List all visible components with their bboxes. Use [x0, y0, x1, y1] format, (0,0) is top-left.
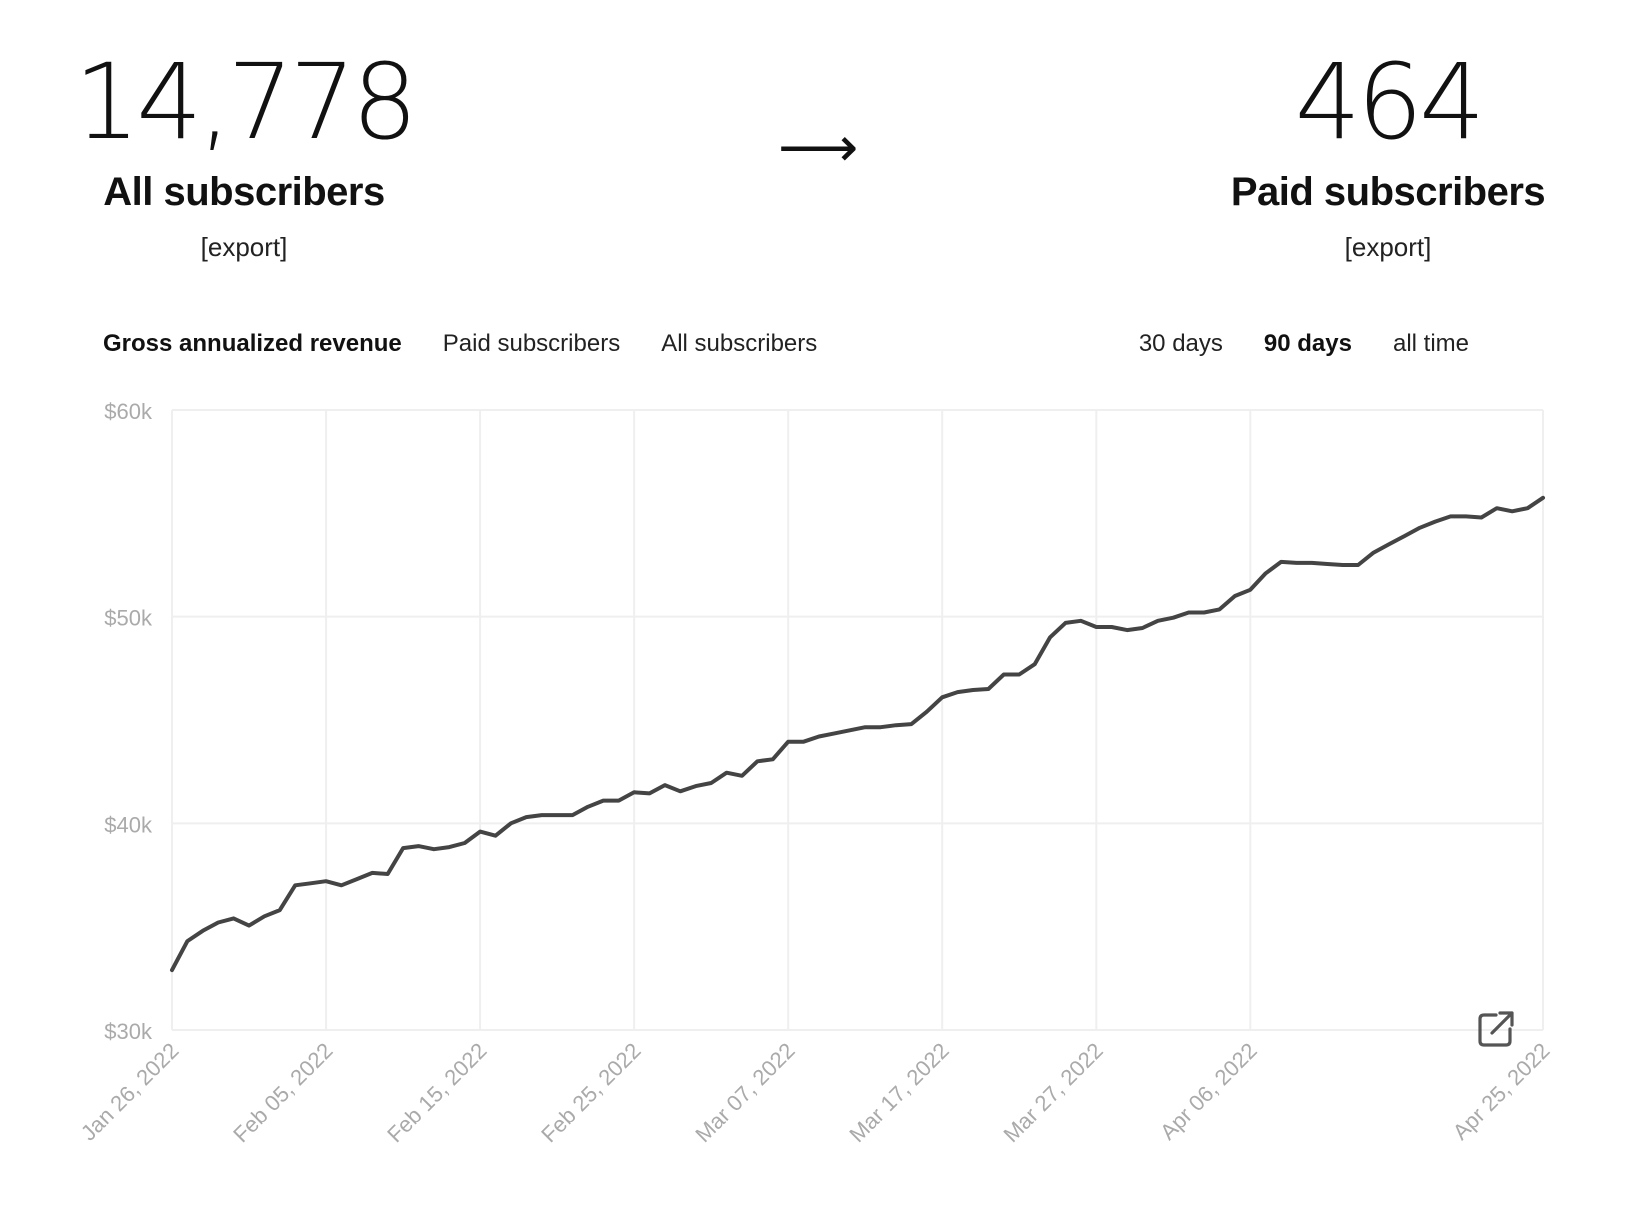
y-tick-label: $50k [104, 606, 153, 631]
x-axis-ticks: Jan 26, 2022 Feb 05, 2022 Feb 15, 2022 Feb … [76, 1038, 1555, 1147]
y-axis-ticks: $30k $40k $50k $60k [104, 399, 153, 1044]
tab-all-time[interactable]: all time [1392, 330, 1469, 357]
external-link-icon[interactable] [1476, 1009, 1516, 1049]
x-tick-label: Apr 06, 2022 [1155, 1038, 1262, 1145]
tab-30-days[interactable]: 30 days [1138, 330, 1223, 357]
all-subscribers-count: 14,778 [74, 41, 418, 163]
tab-gross-annualized-revenue[interactable]: Gross annualized revenue [103, 330, 402, 357]
right-arrow-icon: ⟶ [778, 115, 859, 180]
paid-subscribers-stat: 464 Paid subscribers [export] [1178, 50, 1598, 262]
all-subscribers-stat: 14,778 All subscribers [export] [34, 50, 454, 262]
chart-grid [171, 409, 1544, 1031]
revenue-series-line [170, 495, 1545, 973]
x-tick-label: Jan 26, 2022 [76, 1038, 184, 1146]
range-tabs: 30 days 90 days all time [1139, 330, 1469, 358]
x-tick-label: Mar 07, 2022 [690, 1038, 799, 1147]
y-tick-label: $30k [104, 1019, 153, 1044]
tab-all-subscribers[interactable]: All subscribers [661, 330, 818, 357]
metric-tabs: Gross annualized revenue Paid subscriber… [103, 330, 817, 358]
x-tick-label: Mar 17, 2022 [844, 1038, 953, 1147]
x-tick-label: Feb 15, 2022 [382, 1038, 491, 1147]
x-tick-label: Mar 27, 2022 [998, 1038, 1107, 1147]
revenue-line-chart: $30k $40k $50k $60k Jan 26, 2022 Feb 05, 202… [76, 399, 1555, 1147]
paid-subscribers-export-link[interactable]: [export] [1344, 232, 1432, 262]
y-tick-label: $40k [104, 812, 153, 837]
all-subscribers-label: All subscribers [103, 170, 385, 214]
chart-series [170, 495, 1545, 973]
paid-subscribers-label: Paid subscribers [1230, 170, 1546, 214]
paid-subscribers-count: 464 [1294, 41, 1486, 163]
x-tick-label: Apr 25, 2022 [1448, 1038, 1555, 1145]
y-tick-label: $60k [104, 399, 153, 424]
x-tick-label: Feb 25, 2022 [536, 1038, 645, 1147]
tab-90-days[interactable]: 90 days [1263, 330, 1352, 357]
tab-paid-subscribers[interactable]: Paid subscribers [442, 330, 621, 357]
x-tick-label: Feb 05, 2022 [228, 1038, 337, 1147]
all-subscribers-export-link[interactable]: [export] [200, 232, 288, 262]
